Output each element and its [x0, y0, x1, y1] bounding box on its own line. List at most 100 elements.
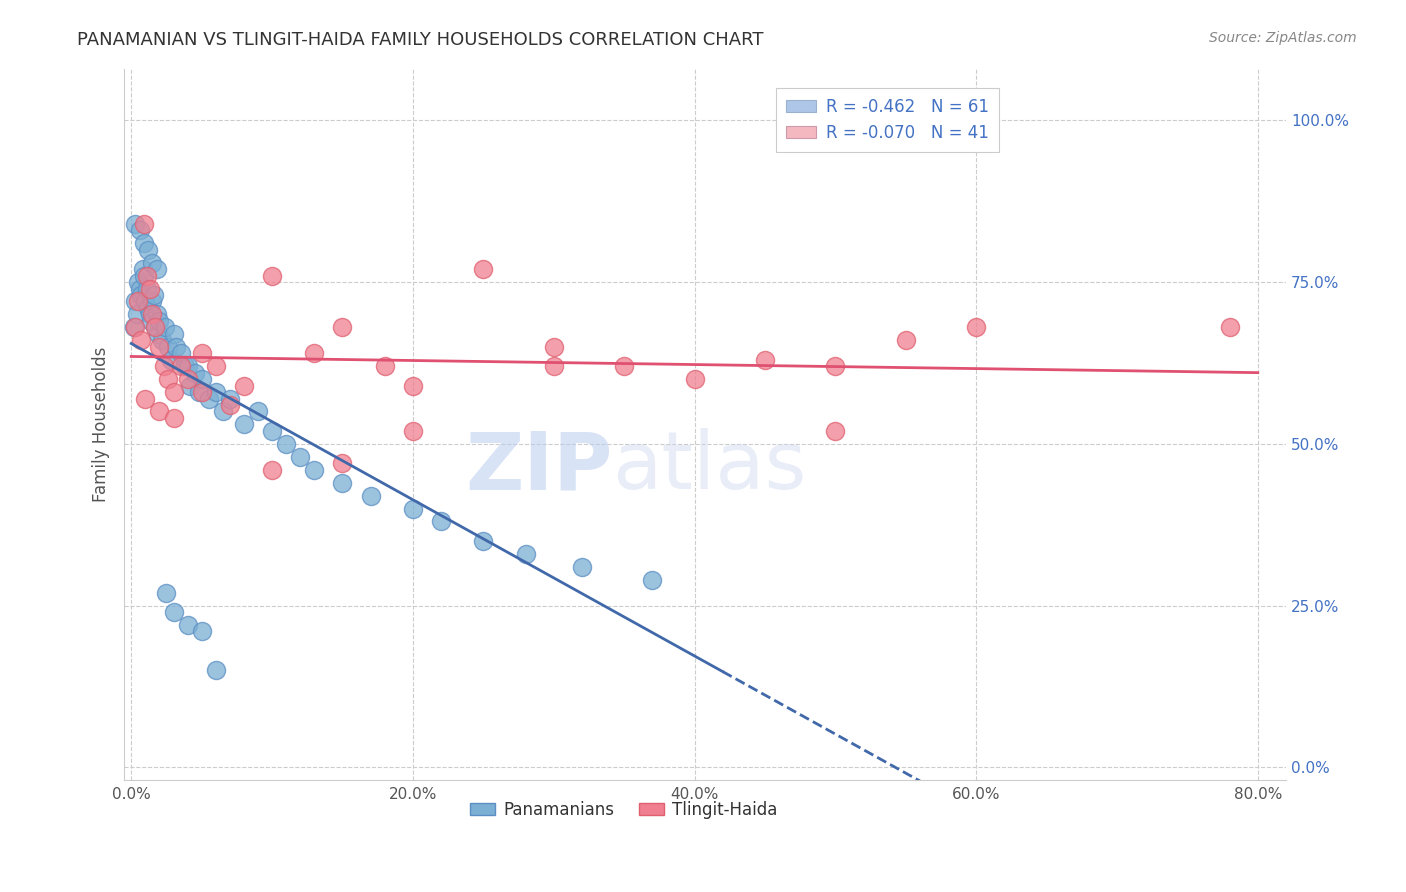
Point: [141, 255, 163, 269]
Point: [131, 262, 153, 277]
Point: [135, 281, 157, 295]
Point: [156, 372, 179, 386]
Point: [128, 223, 150, 237]
Point: [127, 294, 149, 309]
Point: [402, 501, 425, 516]
Point: [204, 359, 226, 374]
Point: [124, 320, 146, 334]
Point: [430, 515, 453, 529]
Point: [246, 404, 269, 418]
Point: [262, 268, 284, 283]
Text: atlas: atlas: [612, 428, 807, 506]
Point: [124, 294, 146, 309]
Text: PANAMANIAN VS TLINGIT-HAIDA FAMILY HOUSEHOLDS CORRELATION CHART: PANAMANIAN VS TLINGIT-HAIDA FAMILY HOUSE…: [77, 31, 763, 49]
Point: [134, 294, 156, 309]
Point: [332, 320, 354, 334]
Point: [143, 320, 166, 334]
Point: [571, 559, 593, 574]
Point: [197, 392, 219, 406]
Point: [155, 585, 177, 599]
Point: [190, 372, 212, 386]
Point: [145, 307, 167, 321]
Point: [402, 424, 425, 438]
Point: [176, 618, 198, 632]
Point: [146, 326, 169, 341]
Point: [124, 217, 146, 231]
Point: [162, 385, 184, 400]
Point: [183, 366, 205, 380]
Point: [218, 398, 240, 412]
Point: [204, 663, 226, 677]
Point: [169, 359, 191, 374]
Point: [162, 605, 184, 619]
Point: [141, 294, 163, 309]
Y-axis label: Family Households: Family Households: [93, 347, 110, 502]
Point: [402, 378, 425, 392]
Point: [128, 281, 150, 295]
Point: [165, 340, 187, 354]
Legend: Panamanians, Tlingit-Haida: Panamanians, Tlingit-Haida: [463, 794, 785, 825]
Point: [290, 450, 312, 464]
Point: [304, 346, 326, 360]
Point: [1219, 320, 1241, 334]
Point: [150, 333, 173, 347]
Point: [125, 307, 148, 321]
Point: [374, 359, 396, 374]
Point: [190, 624, 212, 639]
Point: [129, 288, 152, 302]
Point: [176, 359, 198, 374]
Point: [153, 320, 176, 334]
Point: [232, 378, 254, 392]
Point: [138, 307, 160, 321]
Text: ZIP: ZIP: [465, 428, 612, 506]
Point: [515, 547, 537, 561]
Point: [159, 352, 181, 367]
Point: [332, 456, 354, 470]
Point: [169, 346, 191, 360]
Point: [141, 307, 163, 321]
Point: [156, 340, 179, 354]
Point: [135, 268, 157, 283]
Point: [190, 346, 212, 360]
Point: [613, 359, 636, 374]
Point: [132, 236, 155, 251]
Point: [683, 372, 706, 386]
Point: [143, 320, 166, 334]
Point: [162, 326, 184, 341]
Point: [122, 320, 145, 334]
Point: [204, 385, 226, 400]
Point: [965, 320, 987, 334]
Text: Source: ZipAtlas.com: Source: ZipAtlas.com: [1209, 31, 1357, 45]
Point: [138, 281, 160, 295]
Point: [136, 243, 159, 257]
Point: [127, 275, 149, 289]
Point: [132, 217, 155, 231]
Point: [360, 489, 382, 503]
Point: [136, 301, 159, 315]
Point: [173, 359, 195, 374]
Point: [134, 392, 156, 406]
Point: [190, 385, 212, 400]
Point: [179, 378, 201, 392]
Point: [332, 475, 354, 490]
Point: [543, 340, 565, 354]
Point: [641, 573, 664, 587]
Point: [148, 314, 170, 328]
Point: [132, 268, 155, 283]
Point: [894, 333, 917, 347]
Point: [824, 424, 846, 438]
Point: [145, 262, 167, 277]
Point: [304, 463, 326, 477]
Point: [211, 404, 233, 418]
Point: [472, 533, 495, 548]
Point: [262, 463, 284, 477]
Point: [543, 359, 565, 374]
Point: [754, 352, 776, 367]
Point: [262, 424, 284, 438]
Point: [218, 392, 240, 406]
Point: [148, 340, 170, 354]
Point: [824, 359, 846, 374]
Point: [139, 314, 162, 328]
Point: [232, 417, 254, 432]
Point: [276, 437, 298, 451]
